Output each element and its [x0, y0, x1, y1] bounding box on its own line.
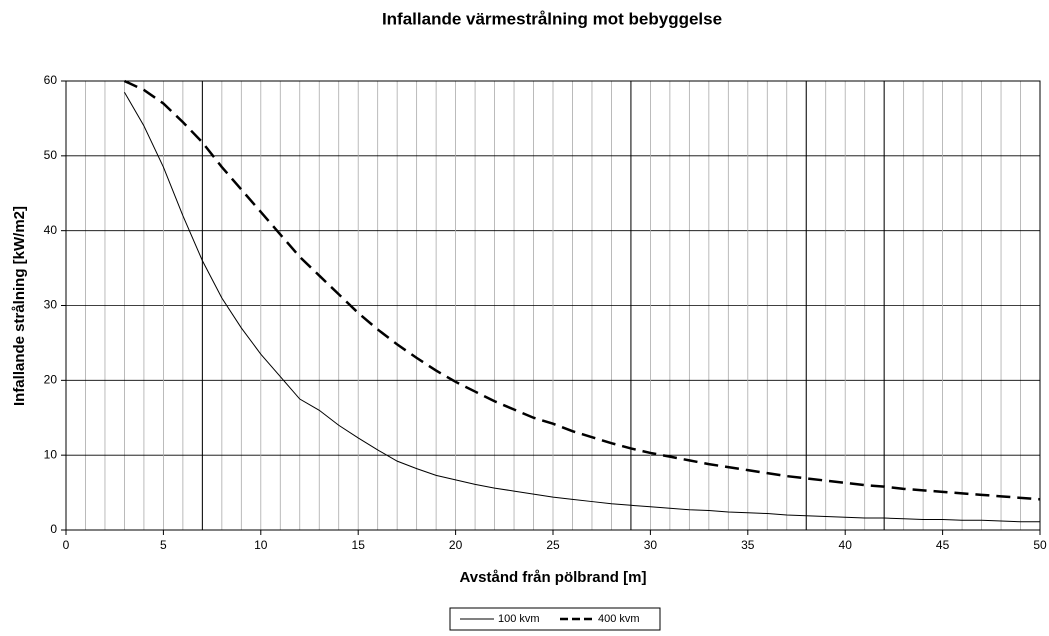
y-axis-label: Infallande strålning [kW/m2] — [11, 206, 28, 406]
x-tick-label: 25 — [546, 538, 560, 552]
legend-label: 100 kvm — [498, 613, 540, 625]
y-tick-label: 60 — [44, 73, 58, 87]
y-tick-label: 20 — [44, 373, 58, 387]
legend-box — [449, 607, 661, 631]
x-tick-label: 5 — [160, 538, 167, 552]
plot-frame — [65, 80, 1041, 531]
x-tick-label: 0 — [63, 538, 70, 552]
x-tick-label: 35 — [741, 538, 755, 552]
x-axis-label: Avstånd från pölbrand [m] — [460, 569, 647, 586]
y-tick-label: 30 — [44, 298, 58, 312]
x-tick-label: 45 — [936, 538, 950, 552]
y-tick-label: 50 — [44, 148, 58, 162]
legend-label: 400 kvm — [598, 613, 640, 625]
x-tick-label: 15 — [352, 538, 366, 552]
x-tick-label: 30 — [644, 538, 658, 552]
series-line — [123, 79, 1041, 501]
x-tick-label: 50 — [1033, 538, 1047, 552]
x-tick-label: 20 — [449, 538, 463, 552]
x-tick-label: 10 — [254, 538, 268, 552]
series-line — [124, 91, 1040, 523]
x-tick-label: 40 — [839, 538, 853, 552]
y-tick-label: 40 — [44, 223, 58, 237]
y-tick-label: 10 — [44, 447, 58, 461]
chart-title: Infallande värmestrålning mot bebyggelse — [382, 9, 722, 28]
y-tick-label: 0 — [50, 522, 57, 536]
